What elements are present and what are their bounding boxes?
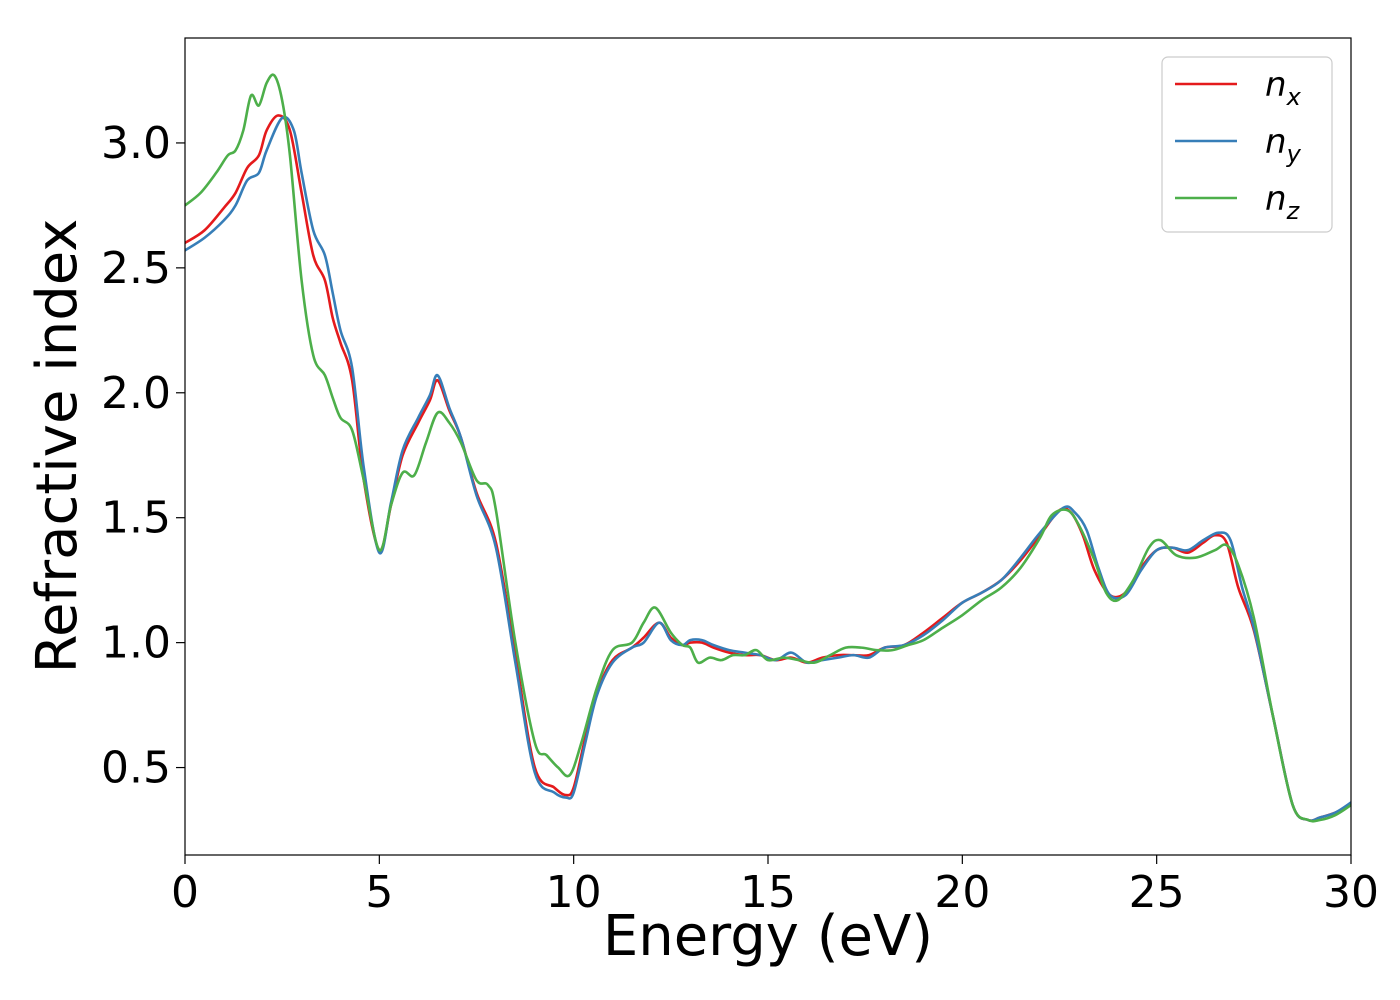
y-axis-label: Refractive index <box>25 219 90 674</box>
y-axis: 0.5 1.0 1.5 2.0 2.5 3.0 <box>101 118 185 794</box>
legend-label-main: n <box>1265 179 1287 219</box>
legend-label-subscript: x <box>1286 83 1302 111</box>
series-layer <box>185 73 1351 823</box>
legend-box <box>1161 56 1333 233</box>
legend-label-nz: nz <box>1265 179 1301 225</box>
series-line-nz <box>185 73 1351 823</box>
legend-label-main: n <box>1265 65 1287 105</box>
series-line-ny <box>185 115 1351 822</box>
legend-label-nx: nx <box>1265 65 1302 111</box>
x-tick-label: 15 <box>740 867 796 918</box>
y-tick-label: 3.0 <box>101 118 171 169</box>
x-tick-label: 10 <box>546 867 602 918</box>
y-tick-label: 0.5 <box>101 743 171 794</box>
x-tick-label: 30 <box>1323 867 1379 918</box>
x-axis: 0 5 10 15 20 25 30 <box>171 855 1379 918</box>
x-tick-label: 20 <box>934 867 990 918</box>
y-tick-label: 1.5 <box>101 493 171 544</box>
x-tick-label: 25 <box>1129 867 1185 918</box>
legend-label-ny: ny <box>1265 122 1302 168</box>
x-tick-label: 0 <box>171 867 199 918</box>
x-axis-label: Energy (eV) <box>603 904 933 969</box>
y-tick-label: 1.0 <box>101 618 171 669</box>
y-tick-label: 2.0 <box>101 368 171 419</box>
plot-area <box>185 38 1351 855</box>
x-tick-label: 5 <box>365 867 393 918</box>
legend-label-subscript: y <box>1286 140 1302 168</box>
legend-label-main: n <box>1265 122 1287 162</box>
y-tick-label: 2.5 <box>101 243 171 294</box>
legend-label-subscript: z <box>1286 197 1301 225</box>
